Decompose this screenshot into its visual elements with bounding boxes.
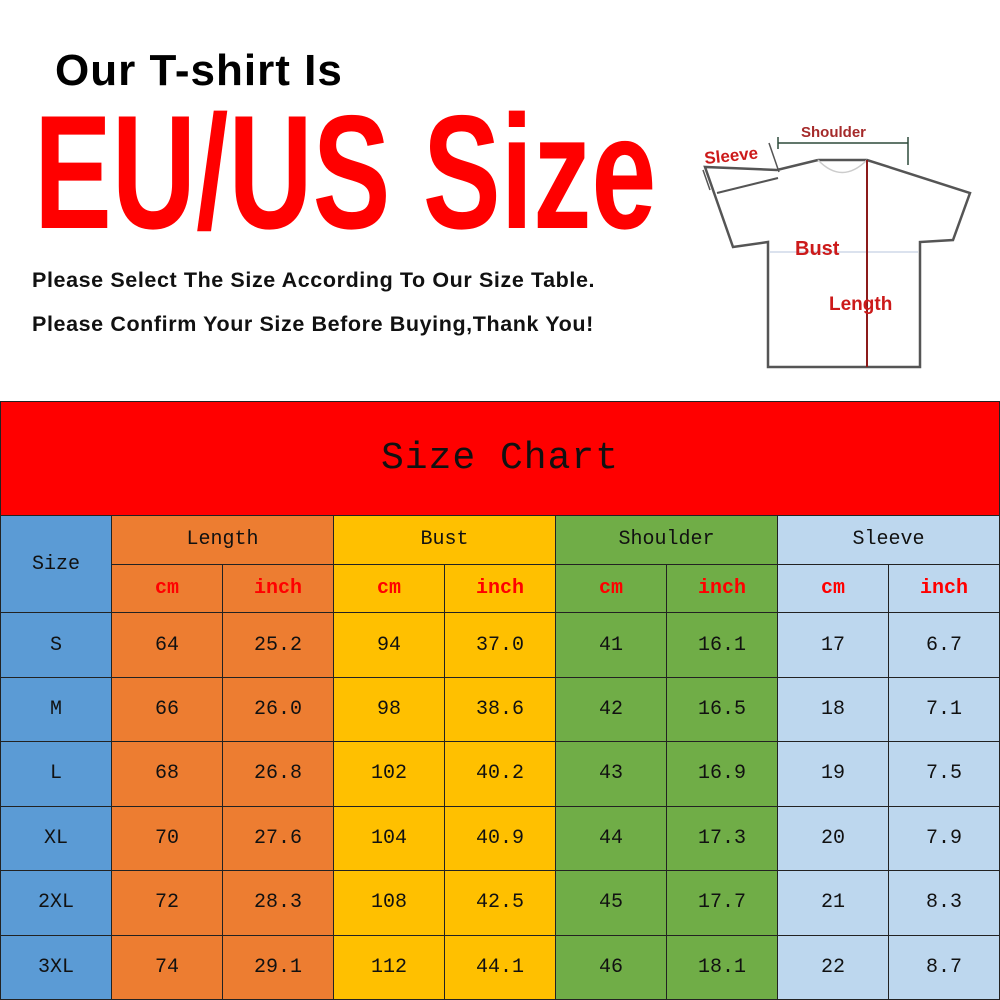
measurement-cell: 108 bbox=[333, 870, 445, 936]
instruction-line-2: Please Confirm Your Size Before Buying,T… bbox=[32, 312, 594, 336]
measurement-cell: 20 bbox=[777, 805, 889, 872]
measurement-cell: 44.1 bbox=[444, 934, 556, 1000]
size-cell: XL bbox=[0, 805, 112, 872]
measurement-cell: 40.2 bbox=[444, 741, 556, 807]
unit-header-inch: inch bbox=[888, 564, 1000, 614]
sleeve-label: Sleeve bbox=[703, 143, 759, 168]
measurement-cell: 104 bbox=[333, 805, 445, 872]
measurement-cell: 27.6 bbox=[222, 805, 334, 872]
measurement-cell: 28.3 bbox=[222, 870, 334, 936]
collar bbox=[817, 159, 868, 174]
table-row: M 66 26.0 98 38.6 42 16.5 18 7.1 bbox=[0, 676, 1000, 743]
sleeve-header: Sleeve bbox=[777, 514, 1000, 566]
unit-header-inch: inch bbox=[666, 564, 778, 614]
tshirt-diagram: Shoulder Sleeve Bust Length bbox=[702, 124, 972, 369]
size-cell: 2XL bbox=[0, 870, 112, 936]
measurement-cell: 26.0 bbox=[222, 676, 334, 743]
measurement-cell: 7.9 bbox=[888, 805, 1000, 872]
table-row: S 64 25.2 94 37.0 41 16.1 17 6.7 bbox=[0, 612, 1000, 678]
measurement-cell: 29.1 bbox=[222, 934, 334, 1000]
table-row: 2XL 72 28.3 108 42.5 45 17.7 21 8.3 bbox=[0, 870, 1000, 936]
measurement-cell: 72 bbox=[111, 870, 223, 936]
measurement-cell: 41 bbox=[555, 612, 667, 678]
measurement-cell: 46 bbox=[555, 934, 667, 1000]
measurement-cell: 7.5 bbox=[888, 741, 1000, 807]
size-cell: 3XL bbox=[0, 934, 112, 1000]
unit-header-cm: cm bbox=[111, 564, 223, 614]
headline: EU/US Size bbox=[34, 82, 657, 263]
measurement-cell: 42.5 bbox=[444, 870, 556, 936]
size-cell: S bbox=[0, 612, 112, 678]
size-cell: L bbox=[0, 741, 112, 807]
measurement-cell: 102 bbox=[333, 741, 445, 807]
length-header: Length bbox=[111, 514, 334, 566]
measurement-cell: 94 bbox=[333, 612, 445, 678]
measurement-cell: 112 bbox=[333, 934, 445, 1000]
measurement-cell: 66 bbox=[111, 676, 223, 743]
measurement-cell: 70 bbox=[111, 805, 223, 872]
bust-header: Bust bbox=[333, 514, 556, 566]
size-header: Size bbox=[0, 514, 112, 614]
measurement-cell: 74 bbox=[111, 934, 223, 1000]
unit-header-cm: cm bbox=[333, 564, 445, 614]
measurement-cell: 21 bbox=[777, 870, 889, 936]
measurement-cell: 68 bbox=[111, 741, 223, 807]
table-row: L 68 26.8 102 40.2 43 16.9 19 7.5 bbox=[0, 741, 1000, 807]
measurement-cell: 42 bbox=[555, 676, 667, 743]
table-title: Size Chart bbox=[0, 401, 1000, 516]
instruction-line-1: Please Select The Size According To Our … bbox=[32, 268, 596, 292]
measurement-cell: 8.7 bbox=[888, 934, 1000, 1000]
unit-header-inch: inch bbox=[222, 564, 334, 614]
measurement-cell: 25.2 bbox=[222, 612, 334, 678]
measurement-cell: 19 bbox=[777, 741, 889, 807]
measurement-cell: 64 bbox=[111, 612, 223, 678]
measurement-cell: 26.8 bbox=[222, 741, 334, 807]
bust-label: Bust bbox=[795, 238, 840, 260]
measurement-cell: 17.7 bbox=[666, 870, 778, 936]
measurement-cell: 16.5 bbox=[666, 676, 778, 743]
size-chart-table: Size Chart Size Length Bust Shoulder Sle… bbox=[0, 401, 1000, 1000]
measurement-cell: 8.3 bbox=[888, 870, 1000, 936]
table-row: XL 70 27.6 104 40.9 44 17.3 20 7.9 bbox=[0, 805, 1000, 872]
measurement-cell: 16.1 bbox=[666, 612, 778, 678]
unit-header-inch: inch bbox=[444, 564, 556, 614]
measurement-cell: 7.1 bbox=[888, 676, 1000, 743]
measurement-cell: 22 bbox=[777, 934, 889, 1000]
measurement-cell: 45 bbox=[555, 870, 667, 936]
measurement-cell: 44 bbox=[555, 805, 667, 872]
measurement-cell: 18.1 bbox=[666, 934, 778, 1000]
measurement-cell: 18 bbox=[777, 676, 889, 743]
shoulder-header: Shoulder bbox=[555, 514, 778, 566]
measurement-cell: 43 bbox=[555, 741, 667, 807]
length-label: Length bbox=[829, 294, 892, 315]
measurement-cell: 6.7 bbox=[888, 612, 1000, 678]
tshirt-outline bbox=[703, 158, 972, 369]
intro-text: Our T-shirt Is bbox=[55, 46, 343, 95]
shoulder-label: Shoulder bbox=[801, 124, 866, 141]
measurement-cell: 40.9 bbox=[444, 805, 556, 872]
size-cell: M bbox=[0, 676, 112, 743]
measurement-cell: 17.3 bbox=[666, 805, 778, 872]
table-row: 3XL 74 29.1 112 44.1 46 18.1 22 8.7 bbox=[0, 934, 1000, 1000]
sleeve-hem bbox=[716, 177, 779, 194]
measurement-cell: 37.0 bbox=[444, 612, 556, 678]
measurement-cell: 16.9 bbox=[666, 741, 778, 807]
measurement-cell: 98 bbox=[333, 676, 445, 743]
unit-header-cm: cm bbox=[555, 564, 667, 614]
unit-header-cm: cm bbox=[777, 564, 889, 614]
measurement-cell: 17 bbox=[777, 612, 889, 678]
measurement-cell: 38.6 bbox=[444, 676, 556, 743]
